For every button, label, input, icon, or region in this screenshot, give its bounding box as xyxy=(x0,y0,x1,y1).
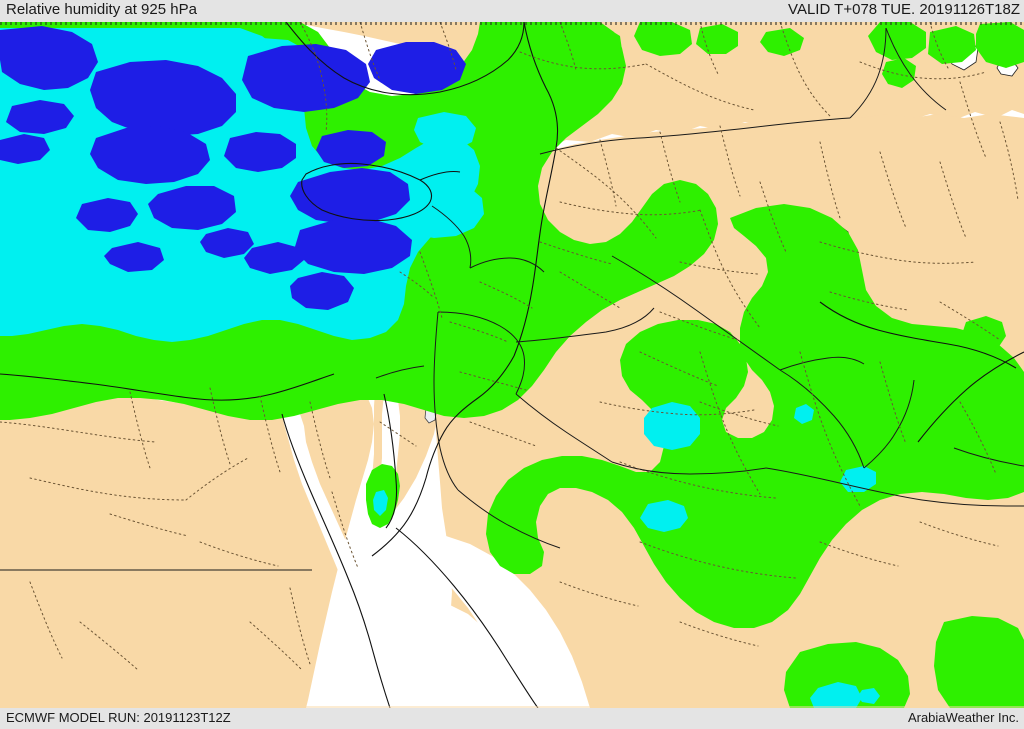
header-bar: Relative humidity at 925 hPa VALID T+078… xyxy=(0,0,1024,22)
humidity-band-blue xyxy=(0,26,466,310)
relative-humidity-map xyxy=(0,22,1024,708)
page-title: Relative humidity at 925 hPa xyxy=(6,1,197,18)
valid-time-label: VALID T+078 TUE. 20191126T18Z xyxy=(788,1,1020,18)
raster-bottom-edge xyxy=(0,706,1024,708)
province-border-layer xyxy=(0,22,1019,671)
attribution-label: ArabiaWeather Inc. xyxy=(907,710,1019,725)
map-canvas[interactable] xyxy=(0,22,1024,708)
country-border-layer xyxy=(0,27,1024,571)
coastline-layer xyxy=(0,22,1024,708)
model-run-label: ECMWF MODEL RUN: 20191123T12Z xyxy=(6,710,231,725)
footer-bar: ECMWF MODEL RUN: 20191123T12Z ArabiaWeat… xyxy=(0,708,1024,729)
